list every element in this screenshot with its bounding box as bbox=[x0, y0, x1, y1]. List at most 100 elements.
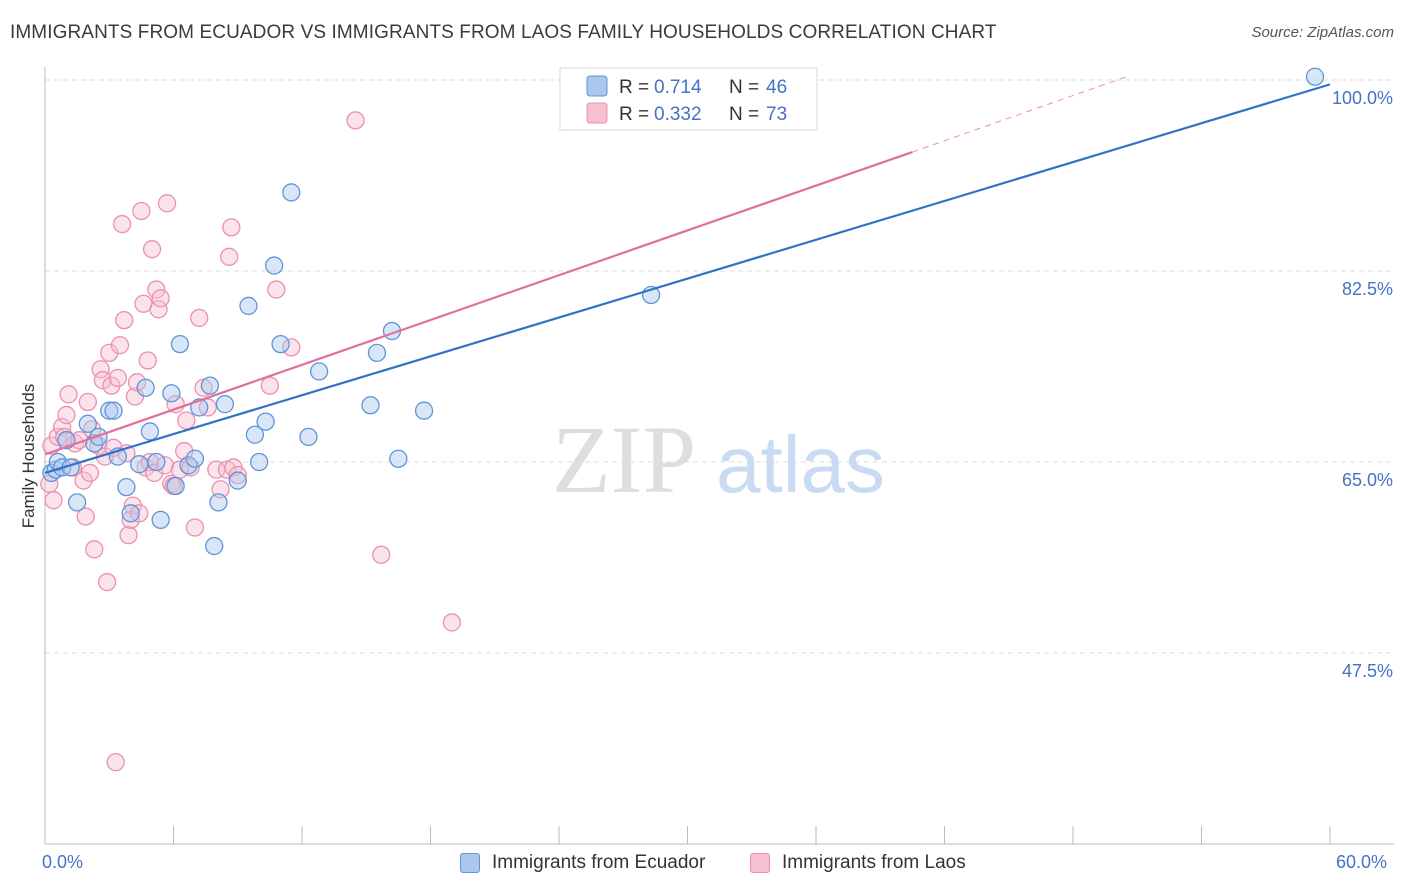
ecuador-point-27 bbox=[205, 536, 224, 556]
laos-point-56 bbox=[185, 518, 205, 537]
laos-point-21 bbox=[97, 572, 117, 592]
ecuador-point-10 bbox=[100, 401, 119, 420]
laos-point-70 bbox=[346, 111, 365, 130]
legend-item-ecuador: Immigrants from Ecuador bbox=[460, 852, 705, 874]
axes bbox=[44, 67, 1394, 845]
stats-legend: R = 0.714 N = 46 R = 0.332 N = 73 bbox=[559, 67, 818, 131]
laos-point-6 bbox=[57, 405, 76, 425]
legend-blue-r-value: 0.714 bbox=[654, 77, 702, 98]
ecuador-point-31 bbox=[239, 296, 258, 316]
laos-point-2 bbox=[44, 491, 63, 510]
y-tick-label-2: 82.5% bbox=[1342, 279, 1393, 299]
ecuador-point-17 bbox=[140, 422, 160, 441]
legend-laos-label: Immigrants from Laos bbox=[782, 852, 966, 873]
ecuador-point-7 bbox=[78, 414, 97, 433]
laos-point-72 bbox=[442, 613, 462, 632]
legend-pink-n-label: N = bbox=[729, 104, 759, 125]
laos-point-18 bbox=[91, 360, 110, 379]
laos-point-28 bbox=[112, 214, 132, 234]
y-tick-label-1: 65.0% bbox=[1342, 470, 1393, 490]
y-axis-label: Family Households bbox=[19, 384, 38, 529]
laos-point-46 bbox=[151, 289, 170, 308]
laos-trend-line bbox=[44, 150, 913, 456]
laos-point-54 bbox=[177, 411, 196, 430]
laos-point-12 bbox=[76, 507, 95, 526]
x-tick-min: 0.0% bbox=[42, 852, 84, 872]
ecuador-point-35 bbox=[265, 256, 284, 275]
legend-laos-swatch bbox=[750, 853, 770, 873]
laos-point-29 bbox=[115, 310, 134, 330]
legend-blue-n-value: 46 bbox=[766, 77, 787, 98]
ecuador-point-23 bbox=[179, 456, 198, 475]
ecuador-point-46 bbox=[1305, 67, 1325, 86]
legend-blue-swatch bbox=[586, 75, 608, 97]
legend-ecuador-label: Immigrants from Ecuador bbox=[492, 852, 706, 873]
laos-point-13 bbox=[78, 392, 97, 412]
laos-point-5 bbox=[55, 427, 74, 447]
laos-point-26 bbox=[108, 368, 127, 388]
ecuador-point-40 bbox=[361, 396, 380, 415]
ecuador-point-43 bbox=[389, 449, 408, 468]
laos-point-27 bbox=[110, 336, 130, 355]
laos-point-48 bbox=[157, 194, 177, 213]
laos-point-16 bbox=[85, 540, 104, 559]
legend-pink-r-label: R = bbox=[619, 104, 649, 125]
grid-lines bbox=[45, 79, 1394, 654]
legend-pink-n-value: 73 bbox=[766, 104, 787, 125]
legend-pink-swatch bbox=[586, 102, 608, 124]
ecuador-point-41 bbox=[367, 343, 387, 363]
ecuador-point-39 bbox=[309, 362, 329, 381]
ecuador-point-34 bbox=[256, 412, 275, 431]
laos-point-44 bbox=[147, 280, 166, 299]
ecuador-point-26 bbox=[200, 376, 220, 395]
ecuador-point-38 bbox=[299, 427, 318, 447]
laos-point-64 bbox=[222, 218, 241, 237]
laos-point-42 bbox=[142, 240, 162, 259]
ecuador-point-30 bbox=[228, 471, 247, 490]
ecuador-point-24 bbox=[185, 449, 205, 468]
ecuador-point-18 bbox=[147, 452, 166, 472]
ecuador-point-11 bbox=[104, 401, 123, 420]
x-tick-max: 60.0% bbox=[1336, 852, 1388, 872]
ecuador-point-21 bbox=[166, 476, 185, 496]
ecuador-point-20 bbox=[162, 384, 181, 403]
trend-lines bbox=[44, 76, 1331, 474]
legend-ecuador-swatch bbox=[460, 853, 480, 873]
ecuador-trend-line bbox=[44, 83, 1331, 474]
watermark: ZIP atlas bbox=[552, 406, 885, 513]
laos-point-69 bbox=[282, 338, 301, 357]
y-tick-label-3: 100.0% bbox=[1332, 88, 1393, 108]
laos-point-7 bbox=[59, 385, 78, 404]
laos-point-67 bbox=[260, 376, 280, 395]
ecuador-point-36 bbox=[271, 334, 290, 354]
ecuador-point-32 bbox=[245, 425, 265, 444]
ecuador-point-15 bbox=[130, 455, 149, 474]
ecuador-point-22 bbox=[170, 334, 190, 354]
laos-point-66 bbox=[228, 465, 247, 485]
ecuador-point-13 bbox=[117, 477, 136, 497]
series-laos-points bbox=[40, 111, 462, 772]
ecuador-point-19 bbox=[151, 510, 170, 529]
ecuador-point-37 bbox=[282, 183, 301, 202]
watermark-atlas: atlas bbox=[716, 420, 885, 509]
laos-point-45 bbox=[149, 300, 168, 319]
watermark-zip: ZIP bbox=[552, 406, 696, 513]
legend-item-laos: Immigrants from Laos bbox=[750, 852, 966, 874]
ecuador-point-28 bbox=[209, 493, 228, 512]
y-tick-labels: 47.5% 65.0% 82.5% 100.0% bbox=[1332, 88, 1393, 681]
ecuador-point-16 bbox=[136, 378, 155, 397]
laos-point-71 bbox=[372, 545, 391, 564]
ecuador-point-33 bbox=[250, 452, 269, 472]
ecuador-point-44 bbox=[414, 401, 434, 420]
laos-point-40 bbox=[138, 351, 157, 370]
legend-blue-n-label: N = bbox=[729, 77, 759, 98]
laos-point-63 bbox=[220, 247, 239, 266]
ecuador-point-29 bbox=[215, 395, 235, 414]
y-tick-label-0: 47.5% bbox=[1342, 661, 1393, 681]
ecuador-point-6 bbox=[67, 493, 87, 512]
ecuador-point-14 bbox=[121, 504, 140, 523]
laos-trend-extension bbox=[912, 76, 1127, 153]
laos-point-31 bbox=[119, 525, 138, 545]
laos-point-25 bbox=[106, 752, 125, 772]
